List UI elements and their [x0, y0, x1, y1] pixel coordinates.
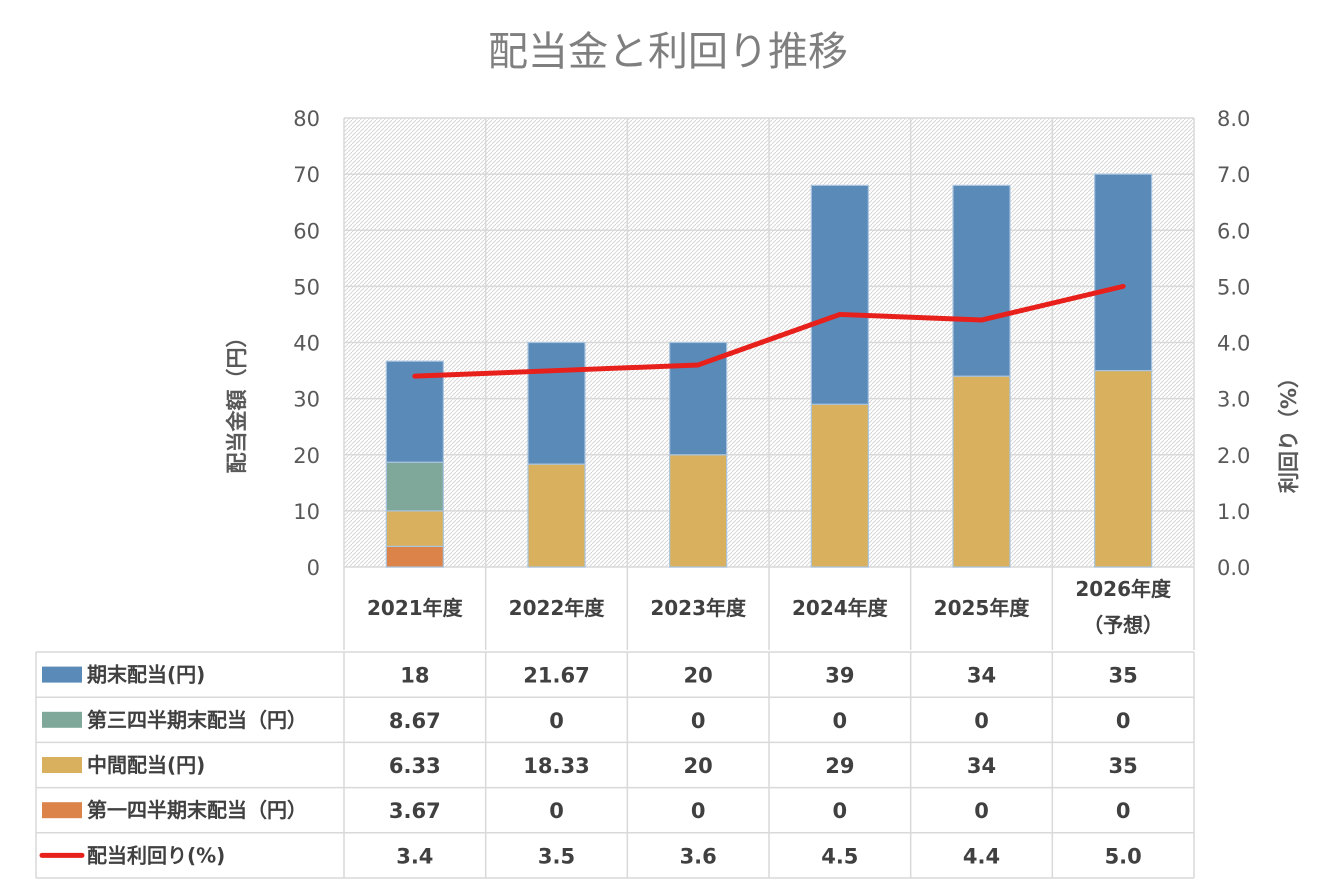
bar-segment — [810, 403, 869, 568]
table-cell-value: 6.33 — [389, 754, 441, 778]
category-label: 2024年度 — [792, 596, 889, 620]
right-axis-title: 利回り（%） — [1277, 367, 1301, 493]
left-axis: 0 10 20 30 40 50 60 70 80 — [293, 107, 320, 580]
table-cell-value: 8.67 — [389, 709, 441, 733]
table-cell-value: 0 — [974, 709, 989, 733]
table-cell-value: 20 — [684, 664, 713, 688]
table-cell-value: 0 — [549, 709, 564, 733]
legend-label: 期末配当(円) — [87, 663, 205, 687]
bar-segment — [385, 510, 444, 548]
bar-segment — [669, 454, 728, 568]
left-tick-label: 40 — [293, 332, 320, 356]
table-cell-value: 3.5 — [538, 844, 575, 868]
legend-key-swatch — [42, 666, 82, 683]
right-tick-label: 6.0 — [1217, 219, 1250, 243]
category-label: 2022年度 — [509, 596, 606, 620]
data-table: 2021年度 2022年度 2023年度 2024年度 2025年度 2026年度 （予想）… — [35, 577, 1195, 879]
table-cell-value: 3.4 — [396, 844, 433, 868]
left-tick-label: 80 — [293, 107, 320, 131]
table-cell-value: 0 — [833, 709, 848, 733]
legend-label: 中間配当(円) — [87, 753, 205, 777]
yield-line-path — [412, 283, 1126, 379]
right-tick-label: 0.0 — [1217, 556, 1250, 580]
table-cell-value: 0 — [833, 799, 848, 823]
legend-label: 配当利回り(%) — [87, 843, 225, 867]
category-label: 2023年度 — [650, 596, 747, 620]
right-tick-label: 1.0 — [1217, 500, 1250, 524]
legend-key-swatch — [42, 802, 82, 819]
bar-segment — [527, 341, 586, 465]
left-tick-label: 50 — [293, 275, 320, 299]
chart-title: 配当金と利回り推移 — [488, 29, 848, 75]
category-label: 2021年度 — [367, 596, 464, 620]
table-cell-value: 20 — [684, 754, 713, 778]
right-tick-label: 3.0 — [1217, 388, 1250, 412]
bar-segment — [1094, 173, 1153, 372]
bar-segment — [1094, 369, 1153, 568]
left-axis-title: 配当金額（円） — [225, 327, 249, 474]
table-cell-value: 0 — [691, 799, 706, 823]
yield-line — [412, 283, 1126, 379]
legend-key-swatch — [42, 711, 82, 728]
right-axis: 0.0 1.0 2.0 3.0 4.0 5.0 6.0 7.0 8.0 — [1217, 107, 1250, 580]
left-tick-label: 20 — [293, 444, 320, 468]
right-tick-label: 2.0 — [1217, 444, 1250, 468]
table-cell-value: 18.33 — [523, 754, 589, 778]
left-tick-label: 0 — [307, 556, 320, 580]
legend-key-swatch — [42, 757, 82, 773]
left-tick-label: 30 — [293, 388, 320, 412]
bar-segment — [527, 463, 586, 568]
right-tick-label: 5.0 — [1217, 275, 1250, 299]
bar-segment — [385, 461, 444, 512]
bar-segment — [385, 545, 444, 568]
table-cell-value: 29 — [825, 754, 854, 778]
left-tick-label: 70 — [293, 163, 320, 187]
table-cell-value: 0 — [1116, 709, 1131, 733]
legend-label: 第一四半期末配当（円） — [87, 798, 307, 822]
table-cell-value: 4.4 — [963, 844, 1000, 868]
left-tick-label: 10 — [293, 500, 320, 524]
table-cell-value: 18 — [400, 664, 429, 688]
table-cell-value: 39 — [825, 664, 854, 688]
bar-segment — [952, 375, 1011, 568]
bar-series — [385, 173, 1153, 568]
right-tick-label: 8.0 — [1217, 107, 1250, 131]
table-cell-value: 0 — [1116, 799, 1131, 823]
table-cell-value: 5.0 — [1105, 844, 1142, 868]
table-cell-value: 35 — [1109, 664, 1138, 688]
table-cell-value: 0 — [691, 709, 706, 733]
table-cell-value: 34 — [967, 664, 996, 688]
gridlines — [343, 117, 1195, 650]
bar-segment — [669, 341, 728, 456]
table-cell-value: 4.5 — [821, 844, 858, 868]
category-label: 2025年度 — [934, 596, 1031, 620]
bar-segment — [952, 184, 1011, 377]
left-tick-label: 60 — [293, 219, 320, 243]
table-cell-value: 3.6 — [680, 844, 717, 868]
table-cell-value: 35 — [1109, 754, 1138, 778]
table-cell-value: 0 — [974, 799, 989, 823]
right-tick-label: 4.0 — [1217, 332, 1250, 356]
table-cell-value: 34 — [967, 754, 996, 778]
table-cell-value: 21.67 — [523, 664, 589, 688]
table-cell-value: 3.67 — [389, 799, 441, 823]
category-label: 2026年度 — [1075, 577, 1172, 601]
legend-label: 第三四半期末配当（円） — [87, 708, 307, 732]
category-label: （予想） — [1083, 613, 1163, 637]
right-tick-label: 7.0 — [1217, 163, 1250, 187]
table-cell-value: 0 — [549, 799, 564, 823]
bar-segment — [810, 184, 869, 405]
